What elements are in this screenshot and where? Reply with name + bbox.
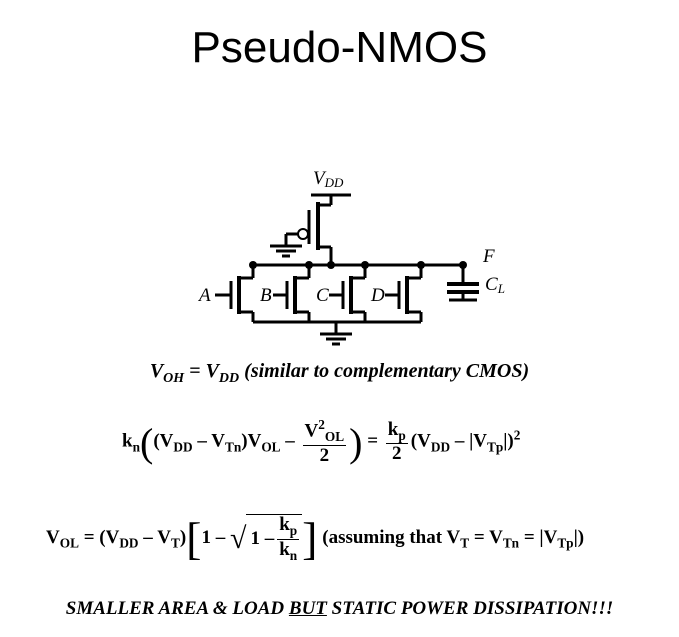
pmos-bubble bbox=[297, 228, 309, 240]
output-label: F bbox=[482, 246, 495, 267]
vol-equation: VOL = (VDD – VT)[1 – √ 1 – kp kn] (assumin… bbox=[46, 513, 585, 564]
input-d-label: D bbox=[370, 285, 385, 306]
voh-equation: VOH = VDD (similar to complementary CMOS… bbox=[149, 360, 530, 386]
nmos-a bbox=[215, 265, 255, 322]
input-c-label: C bbox=[316, 285, 329, 306]
input-a-label: A bbox=[197, 285, 211, 306]
page-title: Pseudo-NMOS bbox=[191, 23, 488, 72]
summary-slogan: SMALLER AREA & LOAD BUT STATIC POWER DIS… bbox=[65, 598, 614, 619]
nmos-b bbox=[273, 265, 311, 322]
current-balance-equation: kn((VDD – VTn)VOL – V2OL 2) = kp 2 (VDD – |… bbox=[122, 417, 521, 466]
nmos-c bbox=[329, 265, 367, 322]
pseudo-nmos-schematic: VDD F CL A B C D bbox=[197, 168, 505, 346]
load-label: CL bbox=[485, 274, 505, 296]
vdd-label: VDD bbox=[313, 168, 344, 190]
nmos-d bbox=[385, 265, 423, 322]
input-b-label: B bbox=[260, 285, 272, 306]
